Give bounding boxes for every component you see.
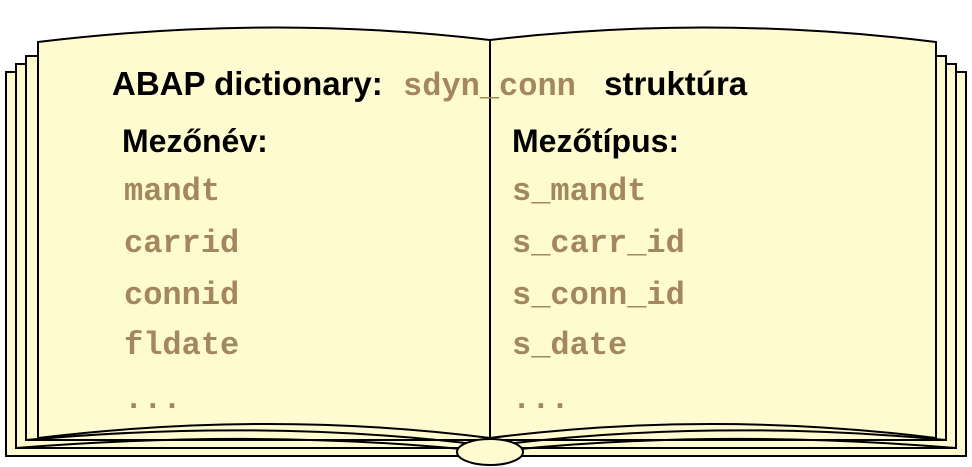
spine (456, 438, 524, 466)
title-name: sdyn_conn (403, 68, 576, 105)
book (5, 26, 967, 466)
field-name: carrid (124, 225, 239, 262)
field-name: connid (124, 277, 239, 314)
field-type: ... (512, 381, 570, 418)
field-type: s_conn_id (512, 277, 685, 314)
field-name: fldate (124, 327, 239, 364)
field-name: ... (124, 381, 182, 418)
field-type: s_carr_id (512, 225, 685, 262)
field-type: s_mandt (512, 173, 646, 210)
title: ABAP dictionary: sdyn_conn struktúra (112, 65, 748, 105)
title-suffix: struktúra (604, 65, 748, 102)
column-header: Mezőnév: (122, 123, 268, 159)
field-name: mandt (124, 173, 220, 210)
right-page (489, 26, 937, 440)
column-header: Mezőtípus: (512, 123, 679, 159)
title-prefix: ABAP dictionary: (112, 65, 383, 102)
field-type: s_date (512, 327, 627, 364)
